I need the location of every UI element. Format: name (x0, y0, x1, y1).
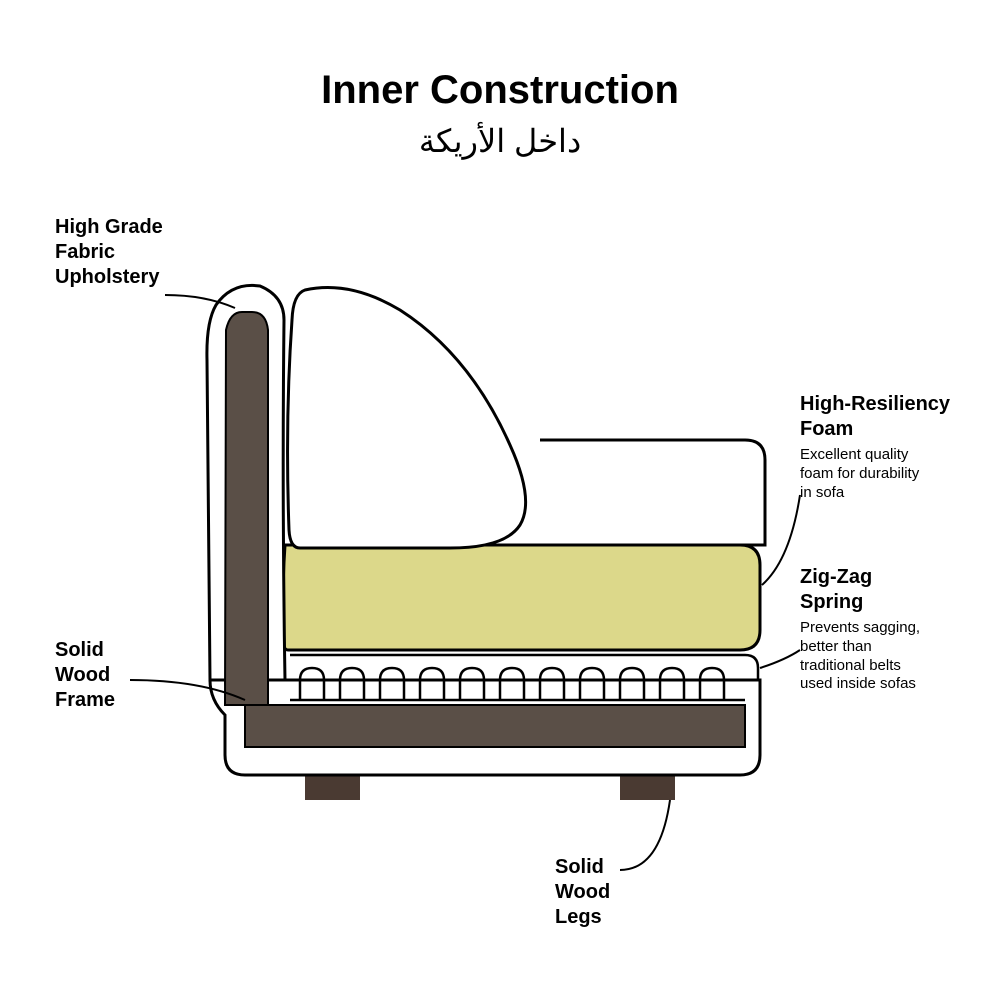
wood-frame-vertical (225, 312, 268, 705)
label-fabric: High Grade Fabric Upholstery (55, 215, 163, 290)
label-frame: Solid Wood Frame (55, 638, 115, 713)
label-spring: Zig-Zag Spring Prevents sagging, better … (800, 565, 920, 694)
wood-frame-base (245, 705, 745, 747)
foam-cushion (283, 545, 760, 650)
back-cushion (288, 288, 526, 549)
armrest (540, 440, 765, 545)
label-foam: High-Resiliency Foam Excellent quality f… (800, 392, 950, 502)
label-legs: Solid Wood Legs (555, 855, 610, 930)
